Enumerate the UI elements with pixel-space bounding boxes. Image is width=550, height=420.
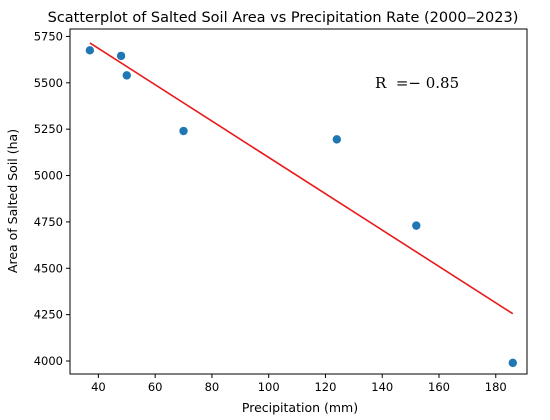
data-point [122,71,131,80]
x-tick-label: 60 [148,380,163,394]
y-tick-label: 5750 [34,29,63,43]
chart-title: Scatterplot of Salted Soil Area vs Preci… [48,10,519,26]
x-axis-ticks: 40 60 80 100 120 140 160 180 [91,374,507,394]
y-tick-label: 4000 [34,354,63,368]
y-axis-ticks: 4000 4250 4500 4750 5000 5250 5500 5750 [34,29,70,368]
data-point [508,358,518,368]
y-axis-label: Area of Salted Soil (ha) [5,129,20,273]
x-axis-label: Precipitation (mm) [242,400,358,415]
x-tick-label: 100 [258,380,280,394]
x-tick-label: 120 [314,380,336,394]
plot-frame [69,28,528,375]
y-tick-label: 4500 [34,261,63,275]
plot-area [69,28,528,375]
x-tick-label: 180 [485,380,507,394]
x-tick-label: 40 [91,380,106,394]
x-tick-label: 160 [428,380,450,394]
y-tick-label: 4250 [34,308,63,322]
y-tick-label: 4750 [34,215,63,229]
y-tick-label: 5500 [34,76,63,90]
x-tick-label: 80 [205,380,220,394]
y-tick-label: 5000 [34,169,63,183]
data-point [85,46,95,55]
data-point [116,51,126,61]
data-point [412,221,421,230]
trend-line [89,42,514,315]
y-tick-label: 5250 [34,122,63,136]
data-points [85,46,518,368]
correlation-annotation: R =− 0.85 [375,74,459,92]
data-point [179,126,188,136]
data-point [332,135,342,144]
x-tick-label: 140 [371,380,393,394]
